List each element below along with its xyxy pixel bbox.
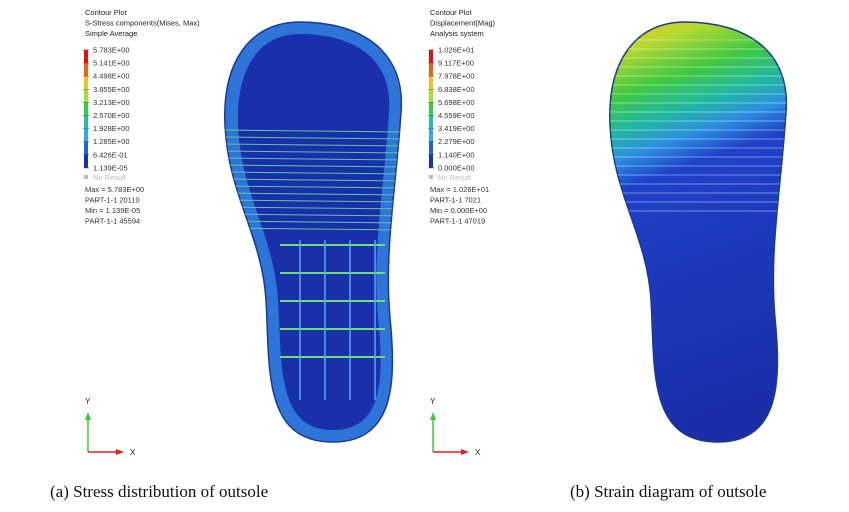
info-line: PART-1-1 45594	[85, 217, 140, 226]
x-axis-label: X	[130, 448, 136, 457]
legend-label: 6.426E-01	[93, 150, 128, 159]
legend-label: 2.570E+00	[93, 111, 130, 120]
legend-label: 9.117E+00	[438, 59, 474, 68]
legend-label: 1.139E-05	[93, 163, 128, 172]
no-result-swatch	[84, 175, 88, 179]
legend-label: 6.838E+00	[438, 85, 475, 94]
header-line: Contour Plot	[430, 8, 473, 17]
legend-label: 1.026E+01	[438, 46, 475, 55]
info-line: Min = 0.000E+00	[430, 206, 487, 215]
no-result-swatch	[429, 175, 433, 179]
legend-label: 7.978E+00	[438, 72, 475, 81]
legend-swatch	[429, 76, 433, 89]
caption: (a) Stress distribution of outsole	[50, 482, 268, 501]
legend-swatch	[84, 116, 88, 129]
legend-swatch	[429, 102, 433, 115]
legend-swatch	[429, 155, 433, 168]
legend-label: 3.213E+00	[93, 98, 130, 107]
stress-plot	[220, 22, 410, 442]
legend-swatch	[429, 89, 433, 102]
legend-label: 0.000E+00	[438, 163, 475, 172]
x-axis-label: X	[475, 448, 481, 457]
header-line: Displacement(Mag)	[430, 19, 496, 28]
no-result-label: No Result	[438, 173, 472, 182]
info-line: PART-1-1 20110	[85, 196, 140, 205]
legend-swatch	[84, 155, 88, 168]
legend-swatch	[429, 63, 433, 76]
legend-label: 1.140E+00	[438, 150, 475, 159]
legend-label: 5.698E+00	[438, 98, 475, 107]
info-line: Max = 5.783E+00	[85, 185, 144, 194]
legend-label: 2.279E+00	[438, 137, 475, 146]
legend-label: 3.855E+00	[93, 85, 130, 94]
no-result-label: No Result	[93, 173, 127, 182]
header-line: Simple Average	[85, 29, 137, 38]
header-line: Contour Plot	[85, 8, 128, 17]
caption: (b) Strain diagram of outsole	[570, 482, 766, 501]
legend-swatch	[429, 50, 433, 63]
legend-swatch	[84, 63, 88, 76]
y-axis-label: Y	[85, 397, 91, 406]
displacement-plot	[600, 22, 800, 442]
header-line: Analysis system	[430, 29, 484, 38]
y-axis-head	[85, 412, 91, 420]
legend-label: 1.928E+00	[93, 124, 130, 133]
x-axis-head	[116, 449, 124, 455]
legend-label: 4.559E+00	[438, 111, 475, 120]
legend-swatch	[84, 76, 88, 89]
legend-label: 3.419E+00	[438, 124, 475, 133]
legend-label: 5.783E+00	[93, 46, 130, 55]
y-axis-head	[430, 412, 436, 420]
legend-swatch	[429, 116, 433, 129]
legend-swatch	[84, 129, 88, 142]
header-line: S-Stress components(Mises, Max)	[85, 19, 200, 28]
legend-swatch	[429, 142, 433, 155]
legend-label: 4.498E+00	[93, 72, 130, 81]
info-line: Max = 1.026E+01	[430, 185, 489, 194]
legend-swatch	[84, 89, 88, 102]
x-axis-head	[461, 449, 469, 455]
legend-swatch	[84, 50, 88, 63]
legend-label: 5.141E+00	[93, 59, 130, 68]
info-line: Min = 1.139E-05	[85, 206, 140, 215]
legend-swatch	[429, 129, 433, 142]
legend-label: 1.285E+00	[93, 137, 130, 146]
info-line: PART-1-1 47019	[430, 217, 485, 226]
info-line: PART-1-1 7021	[430, 196, 481, 205]
legend-swatch	[84, 142, 88, 155]
figure: Contour Plot S-Stress components(Mises, M…	[0, 0, 849, 512]
legend-swatch	[84, 102, 88, 115]
y-axis-label: Y	[430, 397, 436, 406]
